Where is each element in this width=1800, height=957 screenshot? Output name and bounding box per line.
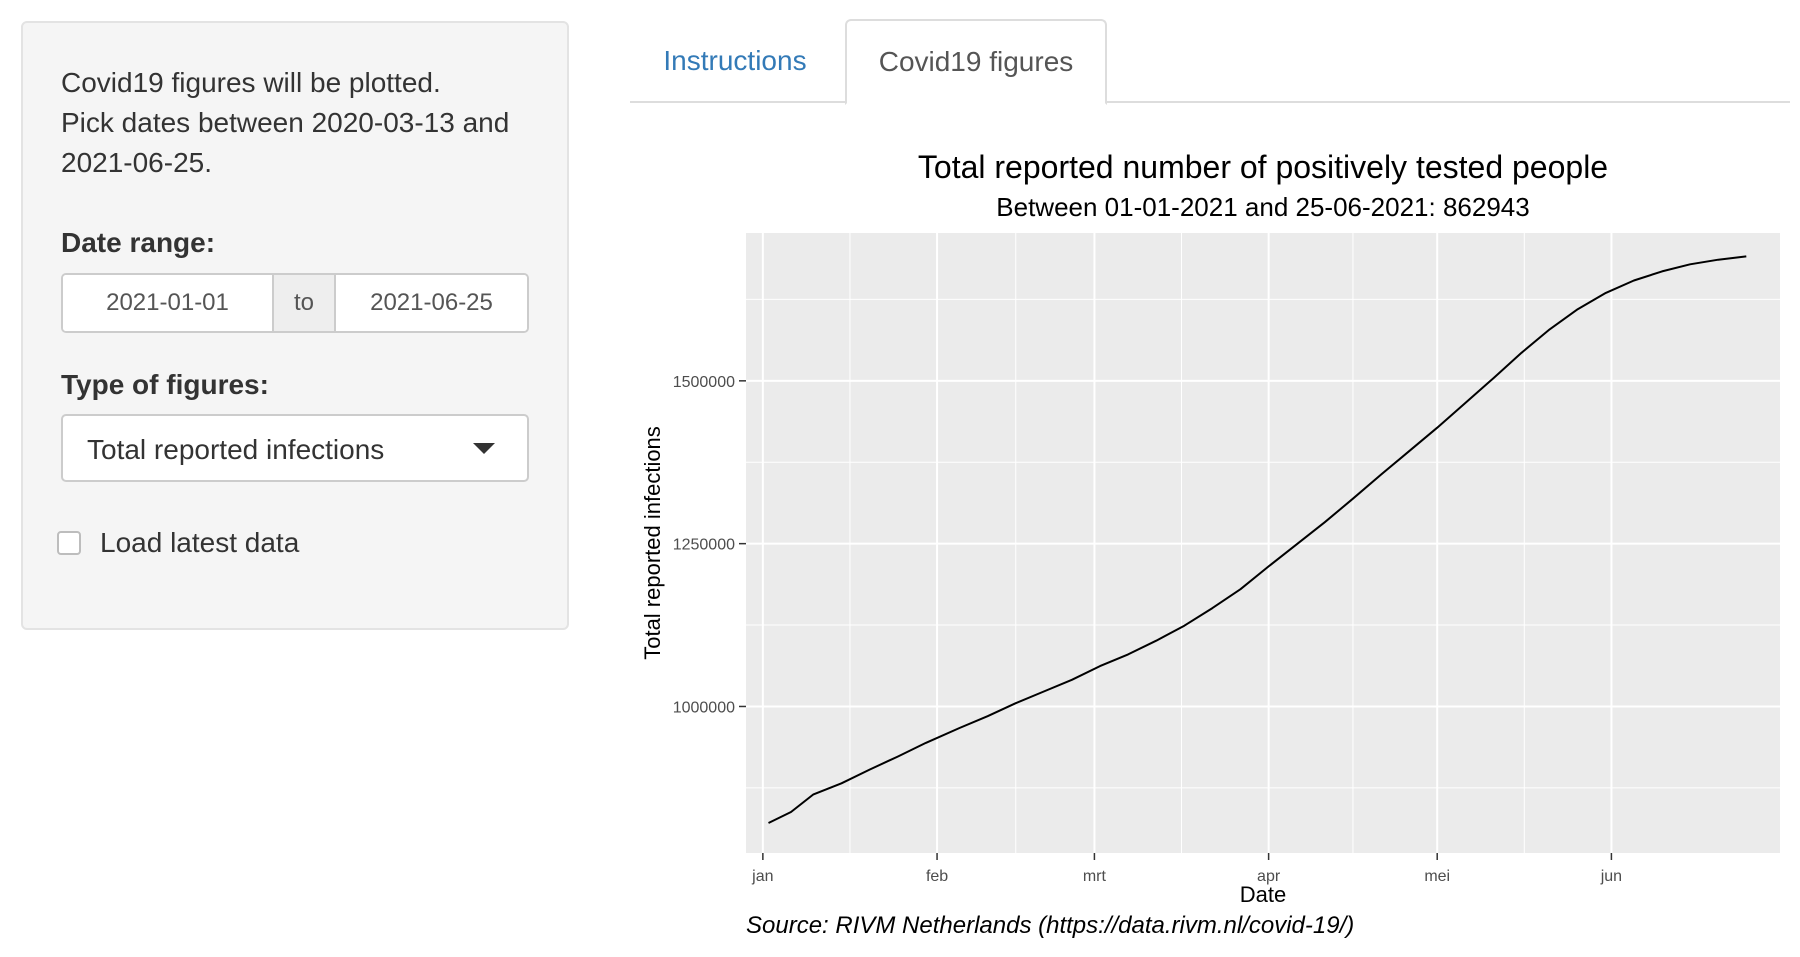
figure-type-selected-value: Total reported infections bbox=[87, 434, 385, 465]
y-tick-label: 1500000 bbox=[673, 374, 735, 391]
y-axis-title: Total reported infections bbox=[640, 426, 665, 660]
tab-covid19-figures[interactable]: Covid19 figures bbox=[845, 19, 1107, 105]
x-tick-label: jun bbox=[1600, 868, 1622, 885]
covid-figure-chart: Total reported number of positively test… bbox=[640, 149, 1780, 939]
series-line bbox=[768, 255, 1747, 824]
grid-minor bbox=[746, 233, 1780, 853]
x-tick-label: feb bbox=[926, 868, 948, 885]
y-tick-label: 1000000 bbox=[673, 699, 735, 716]
intro-text: Covid19 figures will be plotted. Pick da… bbox=[61, 63, 509, 183]
load-latest-checkbox[interactable] bbox=[57, 531, 81, 555]
chart-subtitle: Between 01-01-2021 and 25-06-2021: 86294… bbox=[996, 192, 1529, 222]
load-latest-row: Load latest data bbox=[57, 527, 299, 559]
date-range-separator: to bbox=[272, 275, 336, 331]
x-axis-title: Date bbox=[1240, 882, 1286, 907]
date-range-label: Date range: bbox=[61, 227, 216, 258]
figure-type-label: Type of figures: bbox=[61, 369, 269, 400]
chart-title: Total reported number of positively test… bbox=[918, 149, 1608, 185]
x-tick-label: apr bbox=[1257, 868, 1281, 885]
chart-caption: Source: RIVM Netherlands (https://data.r… bbox=[746, 912, 1354, 939]
tab-bar: Instructions Covid19 figures bbox=[630, 19, 1790, 105]
sidebar-panel: Covid19 figures will be plotted. Pick da… bbox=[21, 21, 569, 630]
date-from-input[interactable] bbox=[63, 275, 272, 331]
x-axis: jan feb mrt apr mei jun bbox=[751, 853, 1622, 885]
intro-line: 2021-06-25. bbox=[61, 147, 213, 178]
y-tick-label: 1250000 bbox=[673, 537, 735, 554]
y-axis: 1000000 1250000 1500000 bbox=[673, 374, 746, 716]
tab-instructions[interactable]: Instructions bbox=[663, 45, 807, 76]
grid-major bbox=[746, 233, 1780, 853]
date-range-input: to bbox=[61, 273, 529, 333]
x-tick-label: mei bbox=[1424, 868, 1450, 885]
intro-line: Pick dates between 2020-03-13 and bbox=[61, 107, 510, 138]
intro-line: Covid19 figures will be plotted. bbox=[61, 67, 441, 98]
x-tick-label: mrt bbox=[1083, 868, 1107, 885]
x-tick-label: jan bbox=[751, 868, 773, 885]
figure-type-select[interactable]: Total reported infections bbox=[61, 414, 529, 482]
load-latest-label[interactable]: Load latest data bbox=[100, 527, 300, 558]
caret-down-icon bbox=[473, 443, 495, 454]
date-to-input[interactable] bbox=[336, 275, 527, 331]
